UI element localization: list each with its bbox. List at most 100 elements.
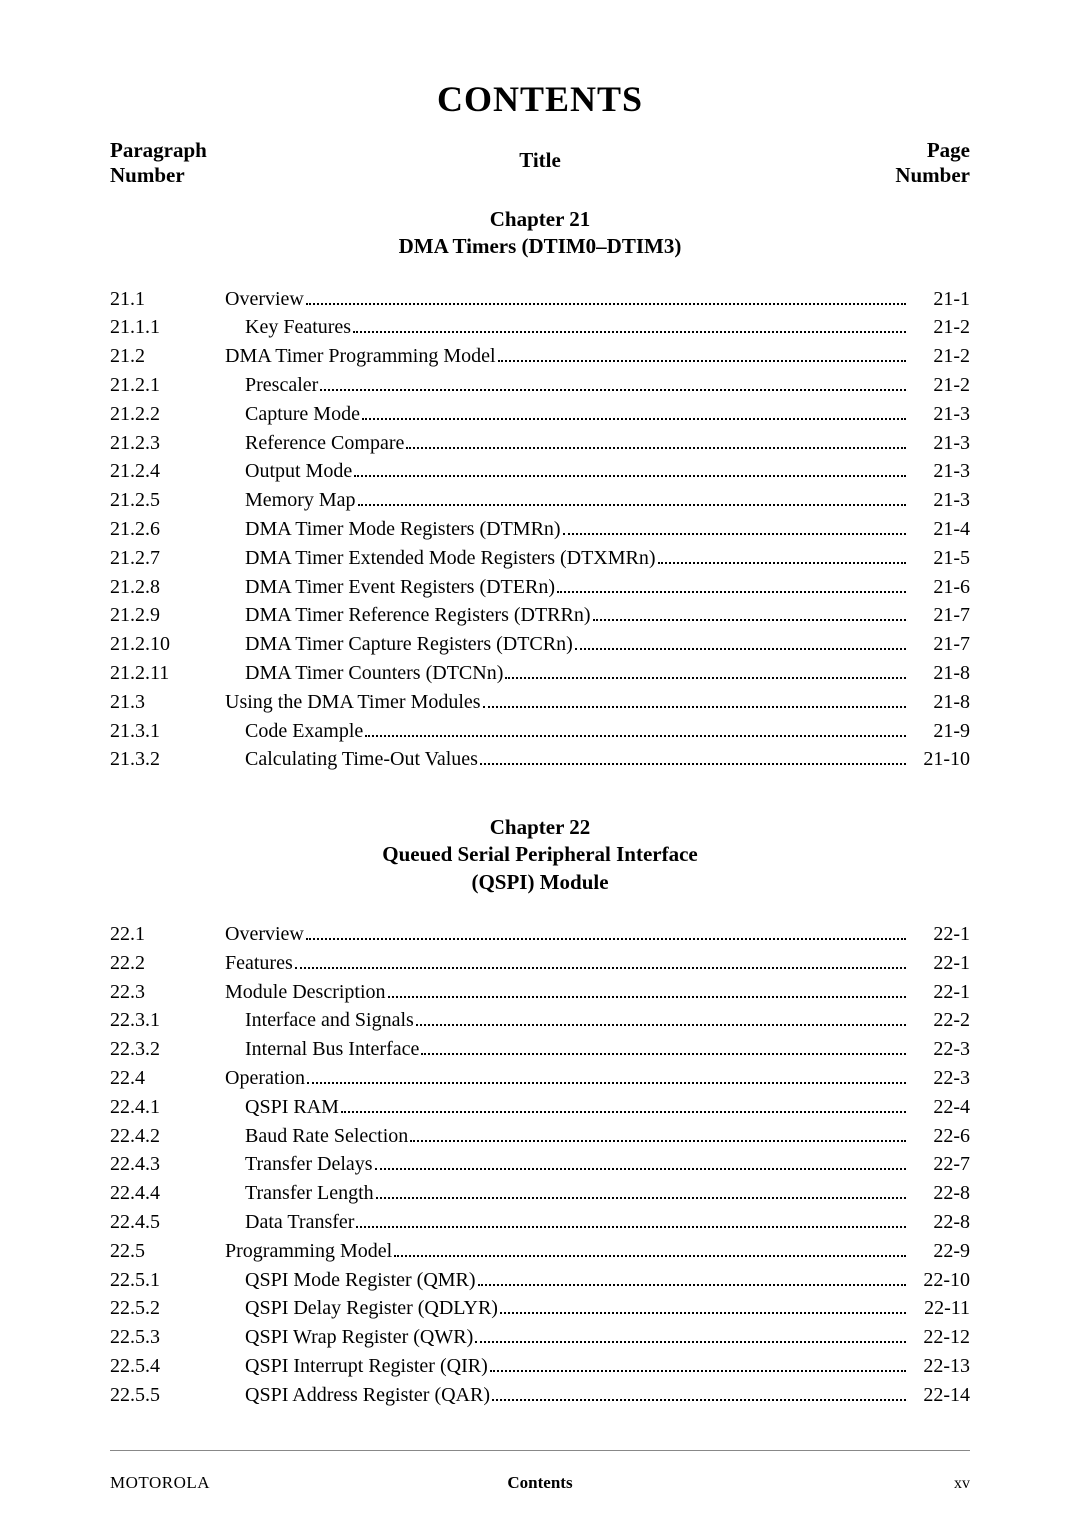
- toc-entry-title: Memory Map: [225, 486, 356, 515]
- toc-leader-dots: [416, 1024, 906, 1026]
- toc-paragraph-number: 21.2.8: [110, 573, 225, 602]
- footer-section: Contents: [310, 1473, 770, 1493]
- toc-page-number: 21-3: [910, 457, 970, 486]
- toc-page-number: 21-5: [910, 544, 970, 573]
- toc-paragraph-number: 22.4.4: [110, 1179, 225, 1208]
- toc-leader-dots: [557, 591, 906, 593]
- toc-paragraph-number: 21.2.10: [110, 630, 225, 659]
- toc-row: 22.3.1Interface and Signals22-2: [110, 1006, 970, 1035]
- page-footer: MOTOROLA Contents xv: [110, 1451, 970, 1493]
- toc-leader-dots: [563, 533, 906, 535]
- toc-row: 22.4Operation22-3: [110, 1064, 970, 1093]
- toc-entry-title: Using the DMA Timer Modules: [225, 688, 481, 717]
- toc-paragraph-number: 22.5.3: [110, 1323, 225, 1352]
- toc-page-number: 21-9: [910, 717, 970, 746]
- toc-page-number: 21-2: [910, 342, 970, 371]
- toc-paragraph-number: 21.2.6: [110, 515, 225, 544]
- toc-entry-title: DMA Timer Capture Registers (DTCRn): [225, 630, 573, 659]
- toc-page-number: 22-6: [910, 1122, 970, 1151]
- toc-leader-dots: [376, 1197, 906, 1199]
- col-header-title: Title: [290, 138, 790, 173]
- toc-leader-dots: [365, 735, 906, 737]
- toc-body: Chapter 21DMA Timers (DTIM0–DTIM3)21.1Ov…: [110, 206, 970, 1410]
- chapter-heading-line: Chapter 21: [110, 206, 970, 233]
- toc-leader-dots: [593, 619, 906, 621]
- toc-leader-dots: [295, 967, 906, 969]
- chapter-heading-line: Queued Serial Peripheral Interface: [110, 841, 970, 868]
- toc-paragraph-number: 22.4.2: [110, 1122, 225, 1151]
- toc-paragraph-number: 22.3.1: [110, 1006, 225, 1035]
- toc-paragraph-number: 21.2.5: [110, 486, 225, 515]
- toc-paragraph-number: 22.1: [110, 920, 225, 949]
- toc-leader-dots: [483, 706, 906, 708]
- toc-page-number: 22-4: [910, 1093, 970, 1122]
- toc-leader-dots: [410, 1140, 906, 1142]
- toc-entry-title: Baud Rate Selection: [225, 1122, 408, 1151]
- toc-paragraph-number: 21.2.2: [110, 400, 225, 429]
- toc-entry-title: QSPI Address Register (QAR): [225, 1381, 490, 1410]
- toc-page-number: 22-13: [910, 1352, 970, 1381]
- toc-leader-dots: [362, 418, 906, 420]
- toc-paragraph-number: 21.2.1: [110, 371, 225, 400]
- toc-leader-dots: [388, 996, 906, 998]
- toc-entry-title: Overview: [225, 285, 304, 314]
- toc-row: 22.2Features 22-1: [110, 949, 970, 978]
- toc-paragraph-number: 22.3: [110, 978, 225, 1007]
- toc-leader-dots: [394, 1255, 906, 1257]
- toc-row: 21.2.3Reference Compare21-3: [110, 429, 970, 458]
- toc-row: 21.2.9DMA Timer Reference Registers (DTR…: [110, 601, 970, 630]
- toc-row: 21.2.8DMA Timer Event Registers (DTERn)2…: [110, 573, 970, 602]
- toc-leader-dots: [353, 331, 906, 333]
- toc-leader-dots: [356, 1226, 906, 1228]
- toc-leader-dots: [505, 677, 906, 679]
- toc-page-number: 21-6: [910, 573, 970, 602]
- document-page: CONTENTS Paragraph Number Title Page Num…: [0, 0, 1080, 1533]
- toc-page-number: 22-11: [910, 1294, 970, 1323]
- toc-leader-dots: [478, 1284, 906, 1286]
- toc-row: 22.5Programming Model 22-9: [110, 1237, 970, 1266]
- toc-paragraph-number: 21.2.3: [110, 429, 225, 458]
- toc-row: 21.3.2Calculating Time-Out Values21-10: [110, 745, 970, 774]
- toc-entry-title: Code Example: [225, 717, 363, 746]
- toc-entry-title: Programming Model: [225, 1237, 392, 1266]
- toc-entry-title: Transfer Length: [225, 1179, 374, 1208]
- toc-leader-dots: [498, 360, 906, 362]
- toc-paragraph-number: 22.5.1: [110, 1266, 225, 1295]
- toc-page-number: 22-12: [910, 1323, 970, 1352]
- toc-entry-title: Features: [225, 949, 293, 978]
- toc-page-number: 22-3: [910, 1035, 970, 1064]
- toc-paragraph-number: 22.5.5: [110, 1381, 225, 1410]
- toc-page-number: 22-3: [910, 1064, 970, 1093]
- page-title: CONTENTS: [110, 78, 970, 120]
- toc-paragraph-number: 21.2.9: [110, 601, 225, 630]
- toc-page-number: 21-7: [910, 601, 970, 630]
- col-header-left-line2: Number: [110, 163, 290, 188]
- toc-entry-title: QSPI Interrupt Register (QIR): [225, 1352, 488, 1381]
- chapter-heading-line: DMA Timers (DTIM0–DTIM3): [110, 233, 970, 260]
- toc-paragraph-number: 22.5: [110, 1237, 225, 1266]
- toc-entry-title: Prescaler: [225, 371, 318, 400]
- toc-row: 22.5.1QSPI Mode Register (QMR)22-10: [110, 1266, 970, 1295]
- toc-row: 21.3.1Code Example21-9: [110, 717, 970, 746]
- toc-paragraph-number: 22.2: [110, 949, 225, 978]
- toc-page-number: 22-7: [910, 1150, 970, 1179]
- toc-row: 22.1Overview22-1: [110, 920, 970, 949]
- toc-paragraph-number: 22.5.2: [110, 1294, 225, 1323]
- toc-column-headers: Paragraph Number Title Page Number: [110, 138, 970, 188]
- toc-row: 22.4.2Baud Rate Selection 22-6: [110, 1122, 970, 1151]
- toc-row: 21.2.5Memory Map21-3: [110, 486, 970, 515]
- toc-row: 22.4.3Transfer Delays22-7: [110, 1150, 970, 1179]
- toc-page-number: 21-2: [910, 313, 970, 342]
- toc-paragraph-number: 21.2: [110, 342, 225, 371]
- toc-entry-title: Output Mode: [225, 457, 352, 486]
- toc-page-number: 22-9: [910, 1237, 970, 1266]
- chapter-heading-line: Chapter 22: [110, 814, 970, 841]
- toc-page-number: 22-1: [910, 949, 970, 978]
- toc-page-number: 22-14: [910, 1381, 970, 1410]
- toc-row: 22.4.4Transfer Length22-8: [110, 1179, 970, 1208]
- toc-paragraph-number: 22.4.5: [110, 1208, 225, 1237]
- toc-entry-title: Internal Bus Interface: [225, 1035, 419, 1064]
- col-header-right-line1: Page: [790, 138, 970, 163]
- toc-page-number: 22-10: [910, 1266, 970, 1295]
- toc-paragraph-number: 22.4.3: [110, 1150, 225, 1179]
